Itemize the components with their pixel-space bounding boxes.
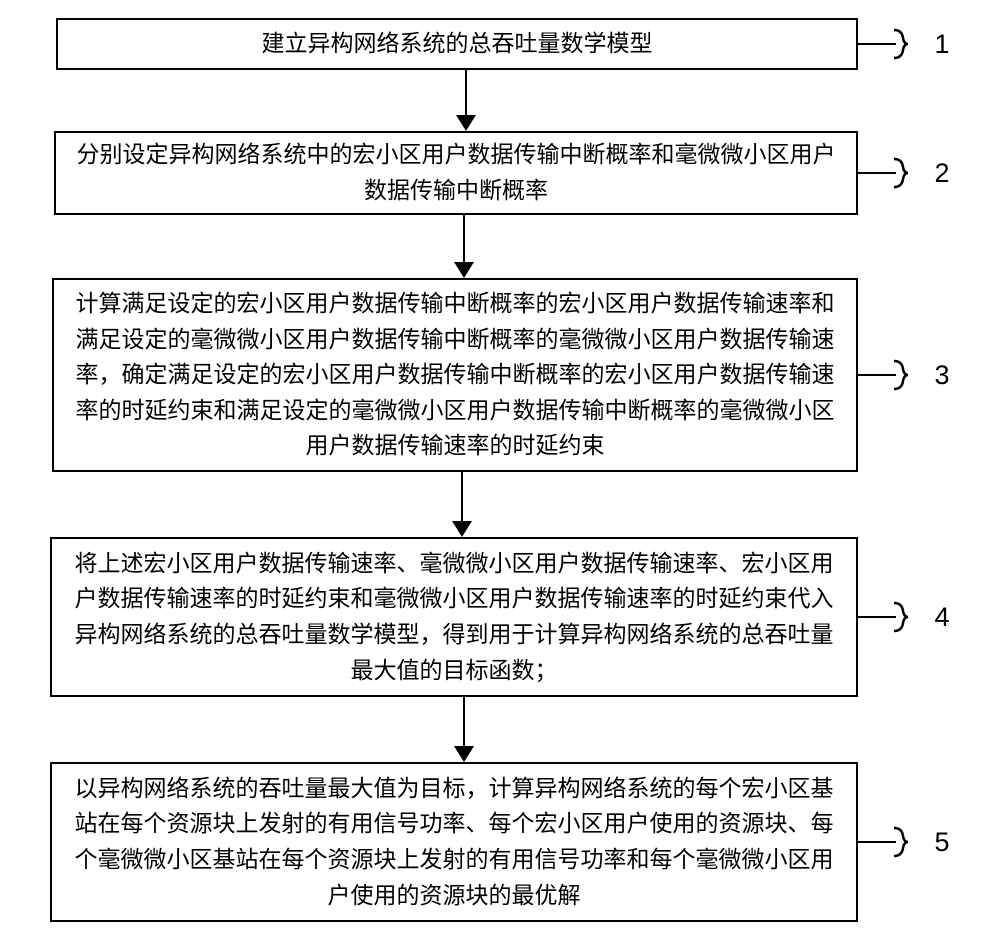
flow-arrow — [456, 70, 476, 131]
lead-line — [858, 616, 896, 619]
arrow-head-icon — [454, 746, 474, 762]
arrow-line — [465, 70, 468, 116]
flow-step-box: 计算满足设定的宏小区用户数据传输中断概率的宏小区用户数据传输速率和满足设定的毫微… — [52, 278, 858, 472]
brace-connector — [894, 355, 914, 395]
step-number-label: 3 — [914, 360, 970, 391]
arrow-line — [461, 472, 464, 522]
flow-step-row: 建立异构网络系统的总吞吐量数学模型 1 — [30, 18, 970, 70]
step-number-label: 4 — [914, 602, 970, 633]
flowchart-container: 建立异构网络系统的总吞吐量数学模型 1 分别设定异构网络系统中的宏小区用户数据传输中… — [30, 18, 970, 922]
flow-arrow — [454, 697, 474, 762]
lead-line — [858, 172, 896, 175]
brace-connector — [894, 24, 914, 64]
step-number-label: 5 — [914, 827, 970, 858]
arrow-line — [463, 697, 466, 747]
flow-arrow — [452, 472, 472, 537]
flow-step-box: 分别设定异构网络系统中的宏小区用户数据传输中断概率和毫微微小区用户数据传输中断概… — [54, 131, 858, 215]
flow-step-box: 建立异构网络系统的总吞吐量数学模型 — [56, 18, 858, 70]
lead-line — [858, 374, 896, 377]
flow-step-row: 计算满足设定的宏小区用户数据传输中断概率的宏小区用户数据传输速率和满足设定的毫微… — [30, 278, 970, 472]
lead-line — [858, 43, 896, 46]
arrow-head-icon — [452, 521, 472, 537]
flow-arrow — [454, 215, 474, 278]
flow-step-box: 将上述宏小区用户数据传输速率、毫微微小区用户数据传输速率、宏小区用户数据传输速率… — [50, 537, 858, 697]
flow-step-box: 以异构网络系统的吞吐量最大值为目标，计算异构网络系统的每个宏小区基站在每个资源块… — [50, 762, 858, 922]
brace-connector — [894, 597, 914, 637]
flow-step-row: 将上述宏小区用户数据传输速率、毫微微小区用户数据传输速率、宏小区用户数据传输速率… — [30, 537, 970, 697]
arrow-line — [463, 215, 466, 263]
step-number-label: 1 — [914, 29, 970, 60]
lead-line — [858, 841, 896, 844]
brace-connector — [894, 822, 914, 862]
flow-step-row: 以异构网络系统的吞吐量最大值为目标，计算异构网络系统的每个宏小区基站在每个资源块… — [30, 762, 970, 922]
arrow-head-icon — [456, 115, 476, 131]
step-number-label: 2 — [914, 158, 970, 189]
arrow-head-icon — [454, 262, 474, 278]
brace-connector — [894, 153, 914, 193]
flow-step-row: 分别设定异构网络系统中的宏小区用户数据传输中断概率和毫微微小区用户数据传输中断概… — [30, 131, 970, 215]
